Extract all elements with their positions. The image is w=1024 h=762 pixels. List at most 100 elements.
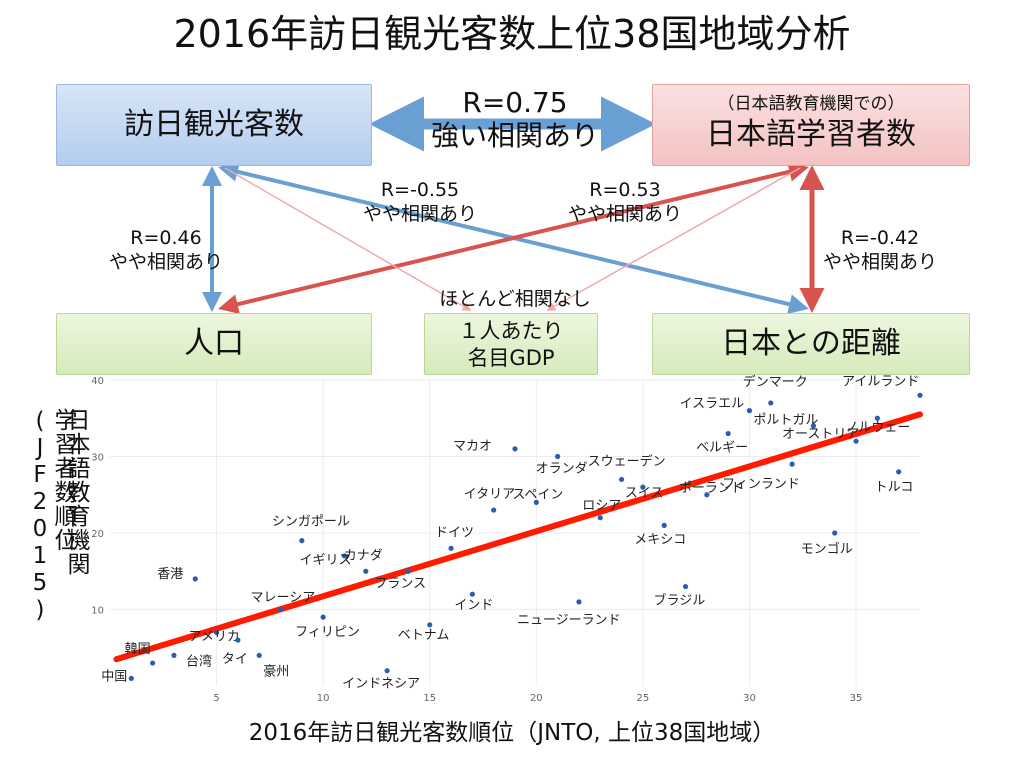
point-label: オランダ <box>536 462 588 477</box>
data-point <box>469 591 475 597</box>
learners-box: （日本語教育機関での） 日本語学習者数 <box>652 84 970 166</box>
point-label: カナダ <box>344 548 383 563</box>
point-label: イギリス <box>299 553 351 568</box>
point-label: インドネシア <box>342 677 420 692</box>
point-label: ニュージーランド <box>517 613 621 628</box>
data-point <box>363 568 369 574</box>
gdp-box-line2: 名目GDP <box>467 346 555 370</box>
x-tick-label: 25 <box>637 693 650 704</box>
y-tick-label: 30 <box>91 453 104 464</box>
data-point <box>384 668 390 674</box>
data-point <box>427 622 433 628</box>
point-label: メキシコ <box>634 532 686 547</box>
x-tick-label: 15 <box>423 693 436 704</box>
page-title: 2016年訪日観光客数上位38国地域分析 <box>173 12 851 56</box>
data-point <box>341 553 348 559</box>
gdp-visitors-correlation-label: R=-0.55 やや相関あり <box>330 178 510 226</box>
point-label: スイス <box>625 486 664 501</box>
point-label: ブラジル <box>654 593 706 609</box>
trend-line <box>113 411 923 663</box>
point-label: ベルギー <box>696 441 748 456</box>
point-label: マカオ <box>453 439 492 454</box>
point-label: イタリア <box>464 487 515 502</box>
x-tick-label: 35 <box>850 693 863 704</box>
point-label: アメリカ <box>189 629 240 644</box>
point-label: 香港 <box>157 567 183 582</box>
data-point <box>661 522 667 528</box>
x-tick-label: 30 <box>743 693 756 704</box>
data-point <box>555 453 561 460</box>
x-tick-label: 10 <box>317 693 330 704</box>
data-point <box>235 637 241 643</box>
data-point <box>682 583 689 590</box>
point-label: マレーシア <box>251 591 316 606</box>
point-label: ポーランド <box>679 481 744 496</box>
point-label: イスラエル <box>679 397 744 412</box>
no-correlation-label: ほとんど相関なし <box>439 288 591 310</box>
point-label: スウェーデン <box>588 453 666 469</box>
point-label: ポルトガル <box>753 413 818 428</box>
point-label: スペイン <box>512 487 563 502</box>
y-tick-label: 40 <box>91 376 104 387</box>
point-label: 中国 <box>101 669 127 684</box>
point-label: ベトナム <box>398 628 450 643</box>
learners-box-subtitle: （日本語教育機関での） <box>717 94 905 114</box>
data-point <box>405 568 412 574</box>
arrow-visitors-gdp <box>224 167 472 311</box>
arrow-learners-population <box>218 162 809 314</box>
data-point <box>128 675 134 681</box>
data-point <box>512 446 518 452</box>
gdp-visitors-correlation-value: R=-0.55 <box>380 179 460 201</box>
main-correlation-value: R=0.75 <box>462 86 568 119</box>
relation-arrows <box>202 96 825 314</box>
data-point <box>704 492 710 498</box>
point-label: タイ <box>222 652 248 667</box>
arrow-learners-gdp <box>546 167 801 311</box>
population-box: 人口 <box>56 313 372 375</box>
data-point <box>618 476 625 483</box>
data-point <box>789 461 795 467</box>
point-label: フランス <box>374 576 426 591</box>
visitors-box: 訪日観光客数 <box>56 84 372 166</box>
gdp-box: １人あたり 名目GDP <box>424 313 598 375</box>
point-label: ロシア <box>582 499 621 514</box>
data-point <box>768 400 774 406</box>
point-label: ノルウェー <box>845 420 910 435</box>
distance-correlation-text: やや相関あり <box>822 251 937 273</box>
data-point <box>491 507 497 513</box>
distance-correlation-value: R=-0.42 <box>840 227 920 249</box>
y-tick-label: 10 <box>91 606 104 617</box>
data-point <box>832 530 838 536</box>
population-correlation-text: やや相関あり <box>108 251 223 273</box>
point-label: デンマーク <box>743 374 808 390</box>
data-point <box>320 614 326 620</box>
data-point <box>299 538 305 544</box>
data-point <box>746 408 753 414</box>
point-label: トルコ <box>875 480 914 495</box>
point-label: オーストリア <box>782 427 859 442</box>
data-point <box>448 545 454 551</box>
point-label: シンガポール <box>272 515 350 530</box>
point-label: インド <box>454 598 493 613</box>
data-point <box>810 423 817 429</box>
data-point <box>576 599 582 605</box>
data-point <box>150 660 156 666</box>
data-point <box>213 629 220 636</box>
data-point <box>277 606 284 613</box>
data-point <box>533 499 539 505</box>
gdp-learners-correlation-value: R=0.53 <box>589 179 661 201</box>
distance-box: 日本との距離 <box>652 313 970 375</box>
population-correlation-label: R=0.46 やや相関あり <box>76 226 256 274</box>
data-point <box>171 652 177 659</box>
y-axis-label-line1: 日本語教育機関 <box>63 408 89 576</box>
point-label: ドイツ <box>435 525 474 540</box>
distance-correlation-label: R=-0.42 やや相関あり <box>790 226 970 274</box>
point-label: 韓国 <box>125 642 151 657</box>
x-tick-label: 20 <box>530 693 543 704</box>
main-correlation-label: R=0.75 強い相関あり <box>390 86 640 152</box>
point-label: モンゴル <box>801 541 853 557</box>
data-point <box>256 652 262 659</box>
x-tick-label: 5 <box>213 693 219 704</box>
point-label: 豪州 <box>263 663 289 679</box>
